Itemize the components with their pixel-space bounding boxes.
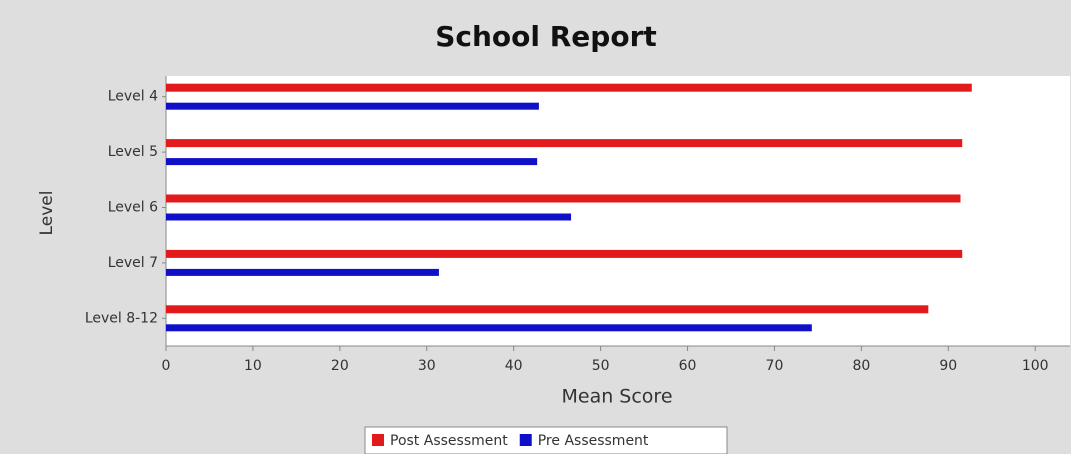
y-tick-label: Level 6 [108,200,158,216]
legend [364,426,728,454]
bar [166,213,572,221]
x-tick-label: 90 [939,358,957,374]
x-tick-label: 100 [1022,358,1049,374]
y-tick-label: Level 8-12 [85,310,158,326]
x-tick-label: 40 [505,358,523,374]
legend-label: Pre Assessment [538,433,649,449]
x-tick-label: 60 [679,358,697,374]
y-tick-label: Level 5 [108,144,158,160]
x-tick-label: 50 [592,358,610,374]
x-tick-label: 20 [331,358,349,374]
plot-area [166,76,1070,346]
bar [166,139,963,148]
bar [166,324,812,332]
bar [166,305,929,314]
chart-title: School Report [435,20,657,53]
bar [166,102,539,110]
bar [166,194,961,203]
y-tick-label: Level 4 [108,89,158,105]
bar [166,158,538,166]
x-tick-label: 10 [244,358,262,374]
x-tick-label: 70 [766,358,784,374]
legend-label: Post Assessment [390,433,508,449]
x-tick-label: 0 [162,358,171,374]
x-tick-label: 30 [418,358,436,374]
y-axis-label: Level [37,191,57,236]
bar [166,268,439,276]
bar [166,249,963,258]
bar [166,83,972,92]
y-tick-label: Level 7 [108,255,158,271]
legend-swatch [372,434,384,446]
x-tick-label: 80 [852,358,870,374]
x-axis-label: Mean Score [561,386,672,408]
legend-swatch [519,434,532,446]
